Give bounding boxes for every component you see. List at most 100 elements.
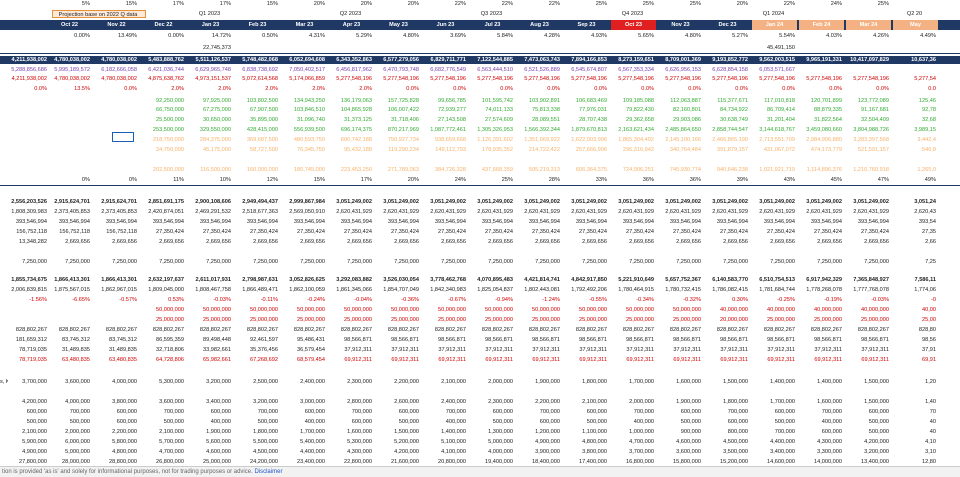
cell[interactable]: 5,511,126,537 bbox=[195, 57, 231, 63]
cell[interactable]: 828,802,267 bbox=[857, 327, 889, 333]
cell[interactable]: 88,879,335 bbox=[814, 107, 842, 113]
cell[interactable]: 0.0% bbox=[641, 86, 654, 92]
cell[interactable]: 393,546,994 bbox=[669, 219, 701, 225]
cell[interactable]: 3,10 bbox=[925, 449, 936, 455]
cell[interactable]: 5,277,548,196 bbox=[477, 76, 513, 82]
cell[interactable]: 1,700,000 bbox=[300, 429, 325, 435]
cell[interactable]: 393,546,994 bbox=[293, 219, 325, 225]
cell[interactable]: 600,000 bbox=[304, 409, 325, 415]
cell[interactable]: 4,200,000 bbox=[394, 449, 419, 455]
cell[interactable]: 28,089,551 bbox=[532, 117, 560, 123]
cell[interactable]: 25% bbox=[595, 1, 607, 7]
cell[interactable]: 31,489,835 bbox=[109, 347, 137, 353]
cell[interactable]: 92,461,597 bbox=[250, 337, 278, 343]
cell[interactable]: 6,567,353,334 bbox=[618, 67, 654, 73]
cell[interactable]: 5,277,548,196 bbox=[665, 76, 701, 82]
cell[interactable]: 828,802,267 bbox=[481, 327, 513, 333]
cell[interactable]: 33% bbox=[595, 177, 607, 183]
cell[interactable]: 24% bbox=[830, 1, 842, 7]
cell[interactable]: 69,912,311 bbox=[532, 357, 560, 363]
cell[interactable]: 33,982,661 bbox=[203, 347, 231, 353]
cell[interactable]: 36% bbox=[689, 177, 701, 183]
cell[interactable]: 7,122,544,885 bbox=[477, 57, 513, 63]
cell[interactable]: 4,875,638,762 bbox=[148, 76, 184, 82]
cell[interactable]: 15% bbox=[266, 1, 278, 7]
cell[interactable]: 2,632,197,637 bbox=[148, 277, 184, 283]
cell[interactable]: 15% bbox=[125, 1, 137, 7]
cell[interactable]: 431,067,072 bbox=[763, 147, 795, 153]
cell[interactable]: 115,377,671 bbox=[717, 98, 748, 104]
cell[interactable]: 6,456,817,962 bbox=[336, 67, 372, 73]
cell[interactable]: 1,800,000 bbox=[723, 399, 748, 405]
cell[interactable]: 4,700,000 bbox=[629, 439, 654, 445]
cell[interactable]: 50,000,000 bbox=[438, 307, 466, 313]
month-header-cell[interactable]: May bbox=[893, 20, 938, 30]
cell[interactable]: 181,659,312 bbox=[15, 337, 47, 343]
cell[interactable]: 1,780,464,915 bbox=[618, 287, 654, 293]
cell[interactable]: 5,600,000 bbox=[206, 439, 231, 445]
cell[interactable]: 606,364,375 bbox=[575, 167, 607, 173]
cell[interactable]: 8,273,159,651 bbox=[618, 57, 654, 63]
cell[interactable]: 4,600,000 bbox=[676, 439, 701, 445]
cell[interactable]: 2,669,656 bbox=[770, 239, 795, 245]
cell[interactable]: -0 bbox=[931, 297, 936, 303]
cell[interactable]: 828,802,267 bbox=[15, 327, 47, 333]
cell[interactable]: 31,201,404 bbox=[767, 117, 795, 123]
cell[interactable]: 828,802,267 bbox=[58, 327, 90, 333]
cell[interactable]: 67,907,500 bbox=[250, 107, 278, 113]
cell[interactable]: 10,637,36 bbox=[911, 57, 936, 63]
cell[interactable]: 257,666,906 bbox=[575, 147, 607, 153]
cell[interactable]: 15,200,000 bbox=[720, 459, 748, 465]
cell[interactable]: 25,000,000 bbox=[579, 317, 607, 323]
cell[interactable]: 1,400,000 bbox=[770, 379, 795, 385]
cell[interactable]: 5,277,548,196 bbox=[430, 76, 466, 82]
cell[interactable]: 83,745,312 bbox=[109, 337, 137, 343]
cell[interactable]: 0.0 bbox=[928, 86, 936, 92]
cell[interactable]: 69,912,311 bbox=[391, 357, 419, 363]
cell[interactable]: 50,000,000 bbox=[626, 307, 654, 313]
cell[interactable]: 696,174,375 bbox=[340, 127, 372, 133]
cell[interactable]: 2.0% bbox=[265, 86, 278, 92]
cell[interactable]: 745,930,774 bbox=[669, 167, 701, 173]
cell[interactable]: 66,750,000 bbox=[156, 107, 184, 113]
cell[interactable]: 5,072,614,568 bbox=[242, 76, 278, 82]
cell[interactable]: 25,000,000 bbox=[532, 317, 560, 323]
cell[interactable]: 828,802,267 bbox=[105, 327, 137, 333]
cell[interactable]: 700,000 bbox=[163, 409, 184, 415]
cell[interactable]: 0.0% bbox=[876, 86, 889, 92]
cell[interactable]: 2,200,000 bbox=[535, 399, 560, 405]
cell[interactable]: 0.0% bbox=[735, 86, 748, 92]
cell[interactable]: 437,668,359 bbox=[481, 167, 513, 173]
cell[interactable]: 37,912,311 bbox=[532, 347, 560, 353]
cell[interactable]: 400,000 bbox=[445, 419, 466, 425]
cell[interactable]: 69,912,311 bbox=[344, 357, 372, 363]
cell[interactable]: 3,144,618,767 bbox=[759, 127, 795, 133]
cell[interactable]: 1,500,000 bbox=[723, 379, 748, 385]
cell[interactable]: 2,669,656 bbox=[253, 239, 278, 245]
cell[interactable]: 27,350,424 bbox=[391, 229, 419, 235]
cell[interactable]: 37,912,311 bbox=[861, 347, 889, 353]
cell[interactable]: 4,500,000 bbox=[253, 449, 278, 455]
cell[interactable]: -0.94% bbox=[495, 297, 513, 303]
cell[interactable]: 27,350,424 bbox=[250, 229, 278, 235]
cell[interactable]: 7,250,000 bbox=[159, 259, 184, 265]
cell[interactable]: 2,100,000 bbox=[582, 399, 607, 405]
cell[interactable]: 6,545,674,807 bbox=[571, 67, 607, 73]
cell[interactable]: 2,611,017,931 bbox=[195, 277, 231, 283]
cell[interactable]: 2,000,000 bbox=[629, 399, 654, 405]
cell[interactable]: 0.53% bbox=[168, 297, 184, 303]
cell[interactable]: 40 bbox=[929, 429, 936, 435]
cell[interactable]: 24% bbox=[454, 177, 466, 183]
cell[interactable]: 3,500,000 bbox=[723, 449, 748, 455]
cell[interactable]: 5.65% bbox=[638, 33, 654, 39]
cell[interactable]: 3,600,000 bbox=[159, 399, 184, 405]
cell[interactable]: 700,000 bbox=[821, 409, 842, 415]
cell[interactable]: 1,802,443,081 bbox=[524, 287, 560, 293]
cell[interactable]: 828,802,267 bbox=[340, 327, 372, 333]
cell[interactable]: 3,051,249,002 bbox=[524, 199, 560, 205]
cell[interactable]: 32,718,806 bbox=[156, 347, 184, 353]
cell[interactable]: 2,800,000 bbox=[347, 399, 372, 405]
cell[interactable]: 1,500,000 bbox=[864, 399, 889, 405]
cell[interactable]: 28% bbox=[548, 177, 560, 183]
cell[interactable]: 2,669,656 bbox=[817, 239, 842, 245]
